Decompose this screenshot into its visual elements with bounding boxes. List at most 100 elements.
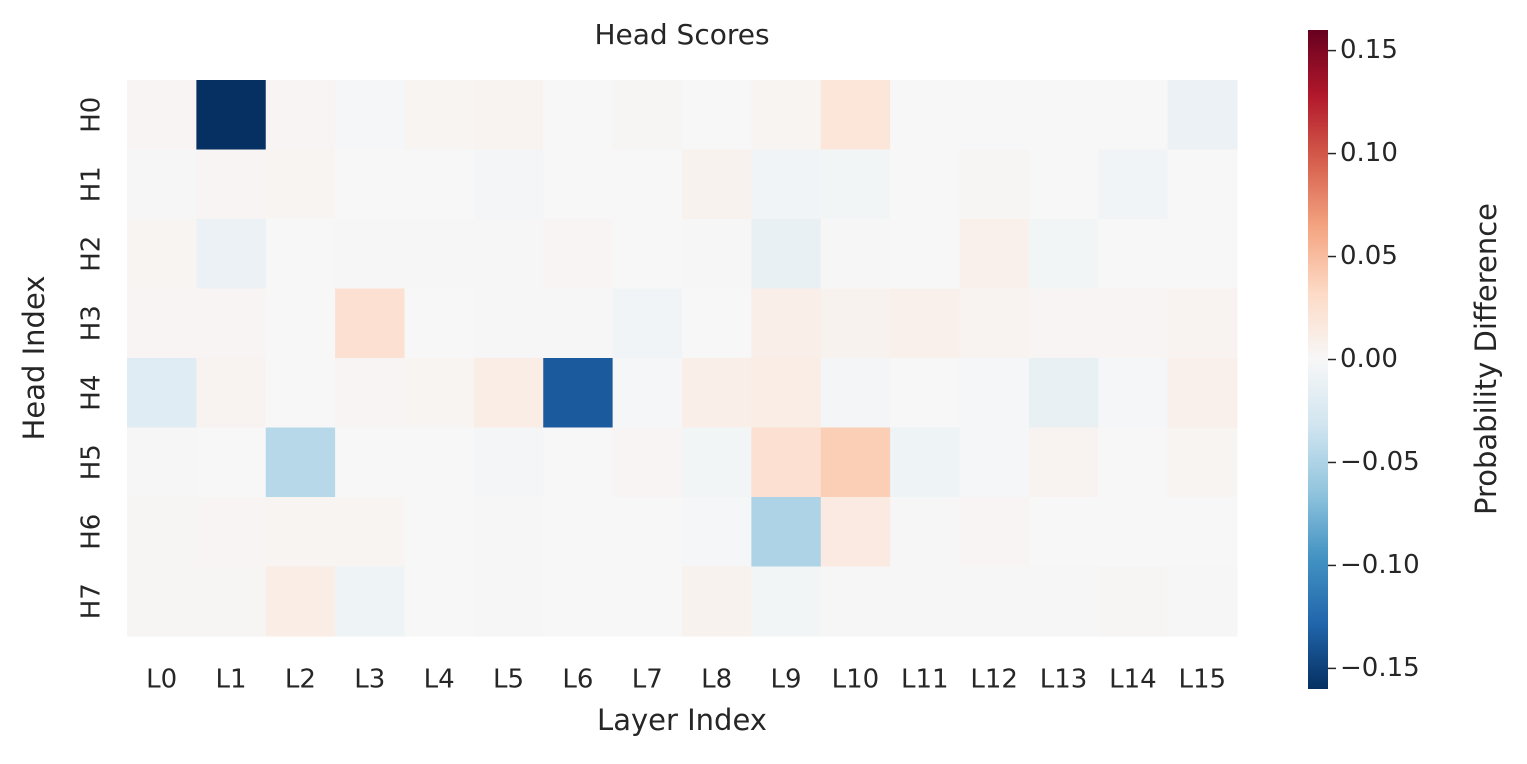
heatmap-cell — [196, 80, 267, 150]
heatmap-cell — [543, 219, 614, 289]
heatmap-cell — [127, 497, 197, 567]
heatmap-cell — [959, 80, 1030, 150]
heatmap-cell — [404, 219, 475, 289]
heatmap-cell — [335, 288, 405, 359]
heatmap-cell — [820, 358, 891, 428]
heatmap-cell — [473, 497, 544, 567]
heatmap-cell — [751, 427, 822, 498]
heatmap-cell — [959, 497, 1030, 567]
x-tick-label: L9 — [771, 665, 802, 695]
heatmap-cell — [1098, 358, 1169, 428]
heatmap-cell — [1167, 219, 1238, 289]
heatmap-cell — [890, 80, 960, 150]
heatmap-cell — [265, 566, 336, 637]
heatmap-cell — [196, 566, 267, 637]
heatmap-cell — [473, 427, 544, 498]
heatmap-cell — [127, 149, 197, 220]
colorbar-tick-label: 0.05 — [1340, 241, 1398, 271]
heatmap-cell — [265, 80, 336, 150]
heatmap-cell — [820, 566, 891, 637]
x-axis-label: Layer Index — [597, 703, 767, 737]
x-tick-label: L6 — [562, 665, 593, 695]
heatmap-cell — [1028, 427, 1099, 498]
x-tick-label: L3 — [354, 665, 385, 695]
heatmap-cell — [265, 149, 336, 220]
heatmap-cell — [890, 219, 960, 289]
heatmap-cell — [127, 288, 197, 359]
heatmap-cell — [1028, 80, 1099, 150]
x-tick-label: L14 — [1109, 665, 1157, 695]
heatmap-cell — [751, 497, 822, 567]
heatmap-cell — [127, 427, 197, 498]
heatmap-cell — [1167, 149, 1238, 220]
colorbar-tick-label: −0.10 — [1340, 550, 1420, 580]
heatmap-cell — [127, 219, 197, 289]
heatmap-cell — [335, 149, 405, 220]
heatmap-cell — [335, 80, 405, 150]
y-axis-label: Head Index — [17, 276, 51, 441]
heatmap-cell — [1028, 288, 1099, 359]
heatmap-cell — [404, 288, 475, 359]
heatmap-cell — [1167, 80, 1238, 150]
x-tick-label: L8 — [701, 665, 732, 695]
heatmap-cell — [265, 427, 336, 498]
heatmap-cell — [543, 358, 614, 428]
x-tick-label: L0 — [146, 665, 177, 695]
heatmap-cell — [1028, 497, 1099, 567]
heatmap-cell — [1098, 427, 1169, 498]
heatmap-cell — [751, 219, 822, 289]
heatmap-cell — [1098, 497, 1169, 567]
heatmap-cell — [196, 427, 267, 498]
heatmap-cell — [473, 149, 544, 220]
colorbar-tick-label: −0.15 — [1340, 653, 1420, 683]
heatmap-cell — [335, 497, 405, 567]
heatmap-cell — [820, 80, 891, 150]
heatmap-cell — [612, 80, 683, 150]
heatmap-cell — [543, 288, 614, 359]
heatmap-cell — [959, 427, 1030, 498]
heatmap-cell — [682, 149, 752, 220]
heatmap-cell — [682, 80, 752, 150]
heatmap-cell — [196, 149, 267, 220]
heatmap-cell — [1098, 149, 1169, 220]
x-tick-label: L7 — [632, 665, 663, 695]
colorbar-tick-label: 0.10 — [1340, 138, 1398, 168]
y-tick-label: H6 — [77, 514, 107, 550]
heatmap-cell — [890, 566, 960, 637]
heatmap-cell — [1167, 497, 1238, 567]
heatmap-cell — [1098, 288, 1169, 359]
x-tick-label: L11 — [901, 665, 949, 695]
y-tick-label: H3 — [77, 305, 107, 341]
heatmap-cell — [682, 566, 752, 637]
heatmap-cell — [1167, 427, 1238, 498]
heatmap-cell — [612, 219, 683, 289]
heatmap-cell — [959, 149, 1030, 220]
heatmap-cell — [820, 219, 891, 289]
heatmap-cell — [473, 219, 544, 289]
heatmap-cell — [1098, 219, 1169, 289]
heatmap-cell — [543, 566, 614, 637]
heatmap-cell — [890, 288, 960, 359]
heatmap-cell — [196, 288, 267, 359]
heatmap-cell — [1098, 80, 1169, 150]
y-tick-label: H4 — [77, 375, 107, 411]
heatmap-cell — [612, 427, 683, 498]
heatmap-cell — [543, 497, 614, 567]
heatmap-cell — [1167, 566, 1238, 637]
heatmap-cell — [404, 566, 475, 637]
heatmap-cell — [335, 358, 405, 428]
heatmap-cell — [265, 497, 336, 567]
heatmap-cell — [196, 358, 267, 428]
x-tick-label: L10 — [832, 665, 880, 695]
heatmap-cell — [473, 358, 544, 428]
y-tick-label: H5 — [77, 444, 107, 480]
x-tick-label: L15 — [1179, 665, 1227, 695]
heatmap-cell — [127, 566, 197, 637]
heatmap-cell — [751, 80, 822, 150]
heatmap-cell — [612, 149, 683, 220]
heatmap-cell — [751, 288, 822, 359]
heatmap-cell — [959, 219, 1030, 289]
heatmap-cell — [404, 80, 475, 150]
heatmap-cell — [404, 427, 475, 498]
y-tick-label: H7 — [77, 583, 107, 619]
